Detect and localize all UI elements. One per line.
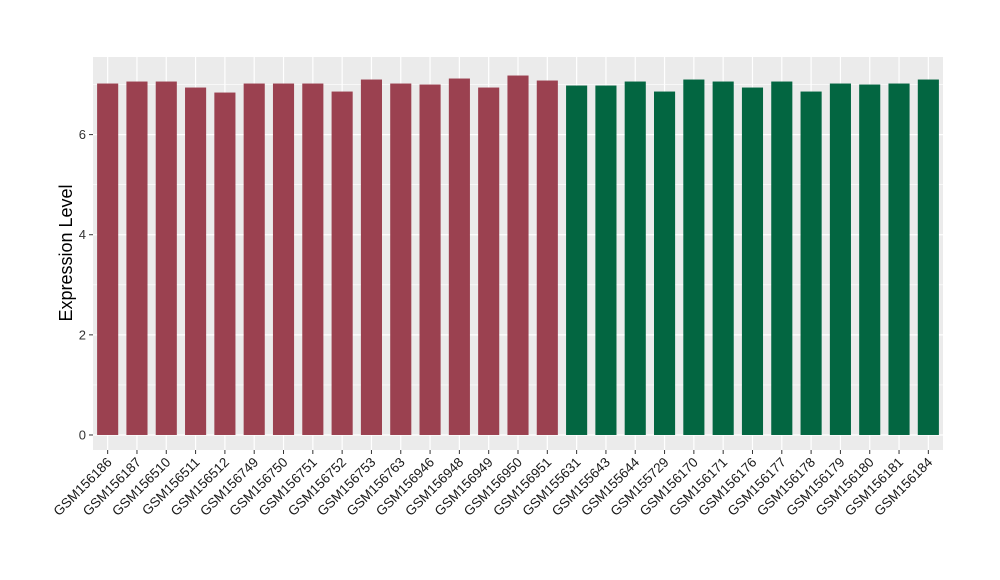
bar bbox=[419, 84, 441, 435]
x-axis: GSM156186GSM156187GSM156510GSM156511GSM1… bbox=[51, 450, 936, 519]
bar bbox=[507, 75, 529, 435]
bar bbox=[360, 79, 382, 435]
bar bbox=[624, 81, 646, 435]
bar bbox=[917, 79, 939, 435]
y-axis: 0 2 4 6 bbox=[79, 127, 93, 442]
y-axis-title: Expression Level bbox=[56, 184, 76, 321]
bar bbox=[243, 83, 265, 435]
bar bbox=[126, 81, 148, 435]
bar bbox=[448, 78, 470, 435]
bar bbox=[741, 87, 764, 435]
y-tick-label: 2 bbox=[79, 327, 86, 342]
bar bbox=[683, 79, 705, 435]
bar bbox=[155, 81, 177, 435]
bar bbox=[800, 91, 822, 435]
bar bbox=[712, 81, 734, 435]
bar bbox=[390, 83, 412, 435]
bar bbox=[302, 83, 324, 435]
bar bbox=[595, 85, 617, 435]
y-tick-label: 6 bbox=[79, 127, 86, 142]
bar bbox=[185, 87, 207, 435]
bar bbox=[654, 91, 676, 435]
bar bbox=[771, 81, 793, 435]
bar bbox=[888, 83, 910, 435]
y-tick-label: 0 bbox=[79, 427, 86, 442]
bar bbox=[536, 80, 558, 435]
bar bbox=[829, 83, 851, 435]
bars bbox=[97, 75, 939, 435]
bar bbox=[97, 83, 119, 435]
bar bbox=[478, 87, 500, 435]
bar bbox=[331, 91, 353, 435]
y-tick-label: 4 bbox=[79, 227, 86, 242]
bar bbox=[859, 84, 881, 435]
bar bbox=[214, 92, 236, 435]
bar bbox=[566, 85, 588, 435]
bar bbox=[272, 83, 295, 435]
